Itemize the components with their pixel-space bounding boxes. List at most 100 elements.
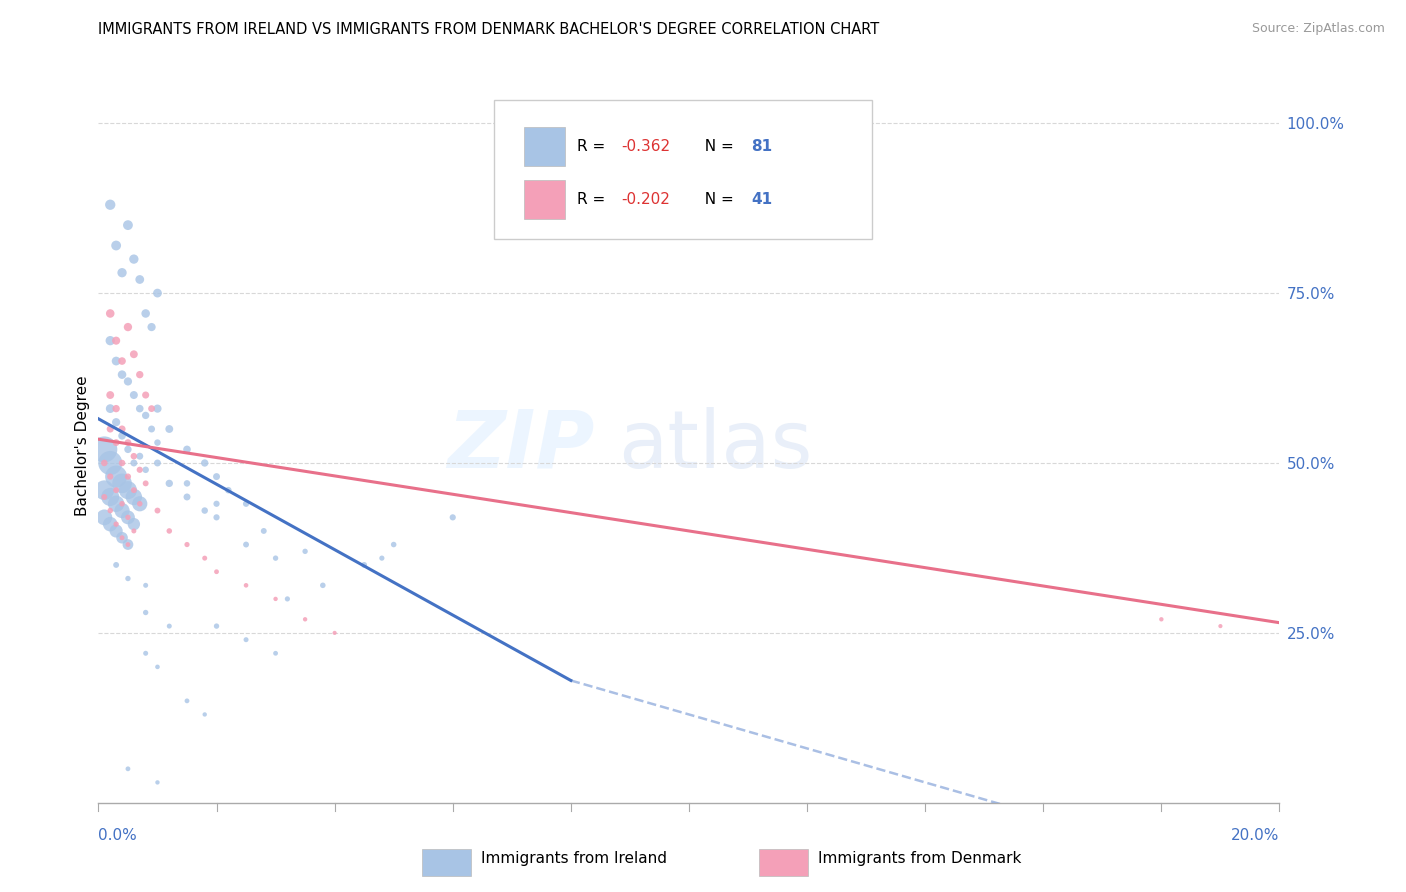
- Point: [135, 388, 157, 402]
- Point: [128, 368, 150, 382]
- Point: [122, 517, 145, 532]
- Point: [371, 551, 394, 566]
- Point: [105, 334, 128, 348]
- Point: [117, 218, 139, 232]
- Point: [122, 483, 145, 498]
- Point: [105, 524, 128, 538]
- Text: Source: ZipAtlas.com: Source: ZipAtlas.com: [1251, 22, 1385, 36]
- Point: [111, 368, 134, 382]
- Point: [93, 510, 115, 524]
- Point: [235, 578, 257, 592]
- Point: [135, 306, 157, 320]
- Point: [128, 463, 150, 477]
- Point: [141, 422, 163, 436]
- Point: [176, 537, 198, 551]
- Point: [122, 456, 145, 470]
- Point: [111, 531, 134, 545]
- Point: [135, 463, 157, 477]
- Point: [264, 551, 287, 566]
- Point: [105, 558, 128, 572]
- Point: [146, 286, 169, 301]
- Bar: [523, 180, 565, 219]
- Point: [111, 429, 134, 443]
- Point: [1150, 612, 1173, 626]
- Point: [312, 578, 335, 592]
- Point: [105, 469, 128, 483]
- Text: 41: 41: [752, 193, 773, 207]
- Point: [353, 558, 375, 572]
- Point: [157, 524, 180, 538]
- Point: [93, 483, 115, 498]
- Point: [135, 578, 157, 592]
- Point: [276, 591, 298, 606]
- Point: [117, 762, 139, 776]
- Point: [194, 503, 217, 517]
- Point: [111, 422, 134, 436]
- Point: [128, 401, 150, 416]
- Point: [146, 456, 169, 470]
- Text: 0.0%: 0.0%: [98, 828, 138, 843]
- Point: [264, 591, 287, 606]
- Point: [441, 510, 464, 524]
- Point: [105, 238, 128, 252]
- Point: [1209, 619, 1232, 633]
- Text: IMMIGRANTS FROM IRELAND VS IMMIGRANTS FROM DENMARK BACHELOR'S DEGREE CORRELATION: IMMIGRANTS FROM IRELAND VS IMMIGRANTS FR…: [98, 22, 880, 37]
- Text: 81: 81: [752, 139, 773, 153]
- Point: [111, 354, 134, 368]
- Point: [176, 442, 198, 457]
- Point: [157, 619, 180, 633]
- Point: [98, 401, 121, 416]
- Point: [117, 510, 139, 524]
- Point: [111, 531, 134, 545]
- Point: [135, 409, 157, 423]
- Point: [146, 401, 169, 416]
- Point: [176, 476, 198, 491]
- Point: [128, 449, 150, 463]
- Point: [253, 524, 276, 538]
- Point: [117, 537, 139, 551]
- Point: [235, 537, 257, 551]
- Point: [105, 401, 128, 416]
- Point: [111, 476, 134, 491]
- Point: [122, 347, 145, 361]
- Point: [135, 646, 157, 660]
- Text: ZIP: ZIP: [447, 407, 595, 485]
- Point: [146, 660, 169, 674]
- Point: [176, 694, 198, 708]
- Point: [98, 422, 121, 436]
- Point: [122, 490, 145, 504]
- Text: atlas: atlas: [619, 407, 813, 485]
- Point: [117, 483, 139, 498]
- Point: [111, 266, 134, 280]
- Point: [382, 537, 405, 551]
- Point: [205, 619, 228, 633]
- Point: [194, 456, 217, 470]
- Point: [105, 497, 128, 511]
- Point: [157, 476, 180, 491]
- Point: [111, 497, 134, 511]
- Point: [98, 517, 121, 532]
- Point: [98, 469, 121, 483]
- Point: [194, 551, 217, 566]
- Point: [235, 497, 257, 511]
- Point: [128, 497, 150, 511]
- Point: [93, 456, 115, 470]
- Text: Immigrants from Ireland: Immigrants from Ireland: [481, 851, 666, 865]
- Point: [128, 497, 150, 511]
- Point: [122, 252, 145, 266]
- Text: N =: N =: [695, 139, 738, 153]
- Point: [105, 483, 128, 498]
- Point: [98, 456, 121, 470]
- Point: [157, 422, 180, 436]
- Point: [194, 707, 217, 722]
- Point: [105, 435, 128, 450]
- Point: [205, 469, 228, 483]
- Point: [98, 503, 121, 517]
- Point: [294, 612, 316, 626]
- Point: [146, 775, 169, 789]
- Point: [135, 606, 157, 620]
- Point: [235, 632, 257, 647]
- Text: 20.0%: 20.0%: [1232, 828, 1279, 843]
- Point: [205, 510, 228, 524]
- Point: [117, 375, 139, 389]
